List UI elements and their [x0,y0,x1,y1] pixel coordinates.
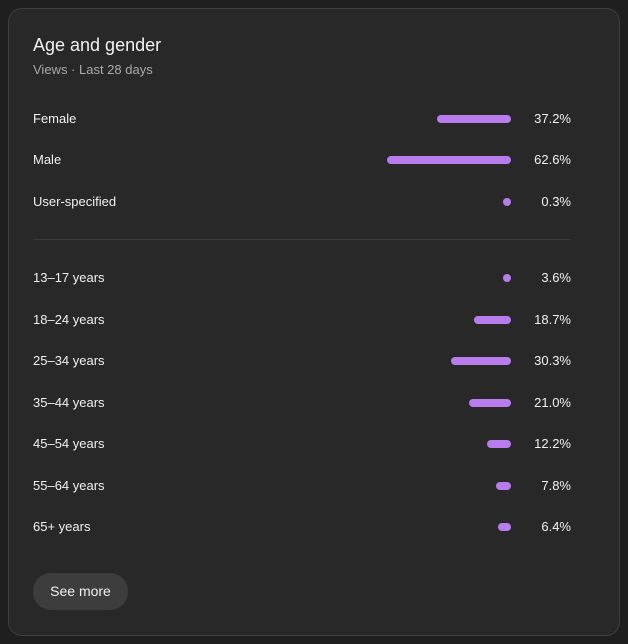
row-label: 18–24 years [33,312,105,327]
age-row-18-24: 18–24 years 18.7% [33,310,571,330]
row-label: 65+ years [33,519,91,534]
percentage-bar [496,482,511,490]
row-value: 6.4% [541,519,571,534]
row-value: 30.3% [534,353,571,368]
gender-row-user-specified: User-specified 0.3% [33,192,571,212]
row-value: 3.6% [541,270,571,285]
gender-row-female: Female 37.2% [33,109,571,129]
gender-row-male: Male 62.6% [33,150,571,170]
see-more-button[interactable]: See more [33,573,128,610]
row-label: 13–17 years [33,270,105,285]
row-label: User-specified [33,194,117,209]
row-label: Female [33,111,77,126]
row-value: 7.8% [541,478,571,493]
percentage-bar [487,440,511,448]
percentage-bar [503,274,511,282]
row-label: 35–44 years [33,395,105,410]
row-value: 12.2% [534,436,571,451]
percentage-bar [498,523,511,531]
age-gender-card: Age and gender Views · Last 28 days Fema… [8,8,620,636]
percentage-bar [503,198,511,206]
age-row-65-plus: 65+ years 6.4% [33,517,571,537]
percentage-bar [387,156,511,164]
age-row-13-17: 13–17 years 3.6% [33,268,571,288]
row-label: 25–34 years [33,353,105,368]
section-divider [33,239,571,240]
row-value: 0.3% [541,194,571,209]
row-label: 55–64 years [33,478,105,493]
percentage-bar [469,399,511,407]
age-row-45-54: 45–54 years 12.2% [33,434,571,454]
row-label: Male [33,152,62,167]
row-value: 18.7% [534,312,571,327]
age-row-55-64: 55–64 years 7.8% [33,476,571,496]
row-value: 21.0% [534,395,571,410]
row-value: 62.6% [534,152,571,167]
age-row-25-34: 25–34 years 30.3% [33,351,571,371]
card-subtitle: Views · Last 28 days [33,62,153,77]
row-value: 37.2% [534,111,571,126]
percentage-bar [437,115,511,123]
card-title: Age and gender [33,35,162,55]
percentage-bar [474,316,511,324]
percentage-bar [451,357,511,365]
age-row-35-44: 35–44 years 21.0% [33,393,571,413]
row-label: 45–54 years [33,436,105,451]
